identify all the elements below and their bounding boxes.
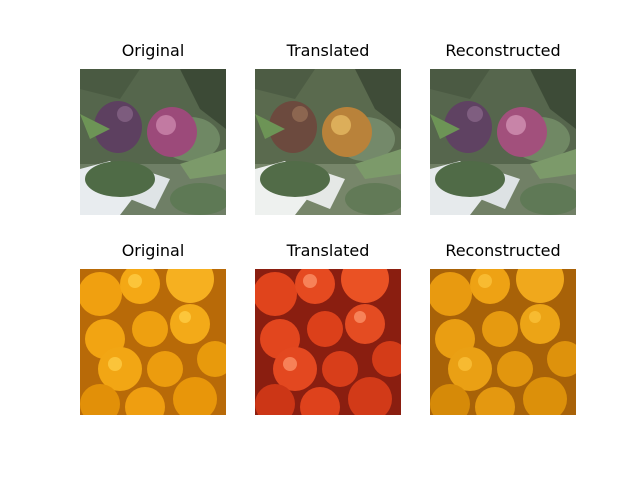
panel-title: Original (121, 41, 185, 60)
panel-title: Reconstructed (445, 241, 561, 260)
apple-translated-image (255, 69, 401, 215)
orange-original-image (80, 269, 226, 415)
panel-title: Original (121, 241, 185, 260)
apple-reconstructed-image (430, 69, 576, 215)
orange-reconstructed-image (430, 269, 576, 415)
apple-original-image (80, 69, 226, 215)
orange-translated-image (255, 269, 401, 415)
panel-title: Reconstructed (445, 41, 561, 60)
panel-title: Translated (286, 41, 370, 60)
panel-title: Translated (286, 241, 370, 260)
